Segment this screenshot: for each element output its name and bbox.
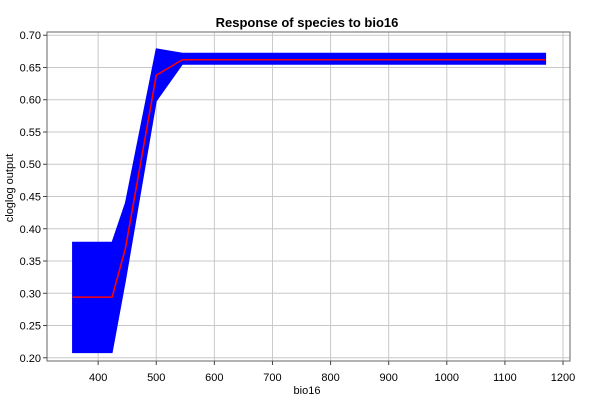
x-tick-label: 400: [89, 372, 107, 384]
mean-response-line-layer: [72, 58, 546, 298]
y-tick-label: 0.30: [20, 288, 41, 300]
y-axis-ticks: 0.20 0.25 0.30 0.35 0.40 0.45 0.50 0.55 0.60 0.65…: [20, 30, 47, 365]
y-tick-label: 0.60: [20, 95, 41, 107]
x-axis-label: bio16: [294, 385, 321, 397]
grid: [47, 32, 570, 361]
x-tick-label: 1200: [551, 372, 575, 384]
confidence-band: [72, 48, 547, 354]
chart-title: Response of species to bio16: [216, 15, 399, 30]
x-tick-label: 500: [147, 372, 165, 384]
x-tick-label: 1000: [435, 372, 459, 384]
confidence-band-area: [72, 48, 547, 354]
y-tick-label: 0.65: [20, 62, 41, 74]
y-tick-label: 0.70: [20, 30, 41, 42]
y-tick-label: 0.25: [20, 321, 41, 333]
plot-area: [46, 31, 571, 362]
y-tick-label: 0.20: [20, 353, 41, 365]
x-axis-ticks: 400 500 600 700 800 900 1000 1100 1200: [89, 361, 575, 384]
x-tick-label: 700: [263, 372, 281, 384]
y-tick-label: 0.50: [20, 159, 41, 171]
x-tick-label: 800: [321, 372, 339, 384]
x-tick-label: 900: [380, 372, 398, 384]
x-tick-label: 1100: [493, 372, 517, 384]
y-tick-label: 0.35: [20, 256, 41, 268]
y-axis-label: cloglog output: [4, 154, 16, 223]
y-tick-label: 0.55: [20, 127, 41, 139]
x-tick-label: 600: [205, 372, 223, 384]
y-tick-label: 0.40: [20, 224, 41, 236]
y-tick-label: 0.45: [20, 192, 41, 204]
mean-response-line: [72, 58, 546, 298]
